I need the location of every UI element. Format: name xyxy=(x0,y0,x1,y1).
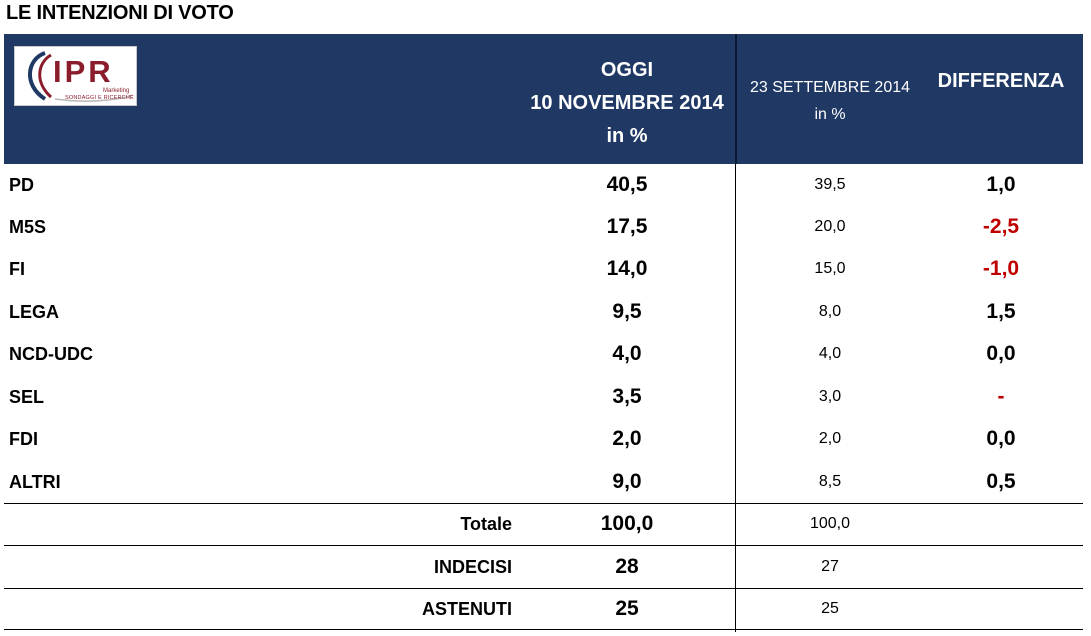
value-oggi: 9,0 xyxy=(612,470,642,493)
party-name: FDI xyxy=(9,429,38,449)
table-header xyxy=(4,34,1083,164)
party-name: SEL xyxy=(9,387,45,407)
row-divider xyxy=(4,629,1083,630)
row-divider xyxy=(4,545,1083,546)
party-name: M5S xyxy=(9,217,47,237)
value-settembre: 8,5 xyxy=(818,473,842,490)
summary-label: Totale xyxy=(460,514,512,534)
sett-header-line1: 23 SETTEMBRE 2014 xyxy=(749,79,911,96)
value-oggi: 4,0 xyxy=(612,342,642,365)
value-differenza: 1,5 xyxy=(986,300,1016,323)
table-row: NCD-UDC 4,0 4,0 0,0 xyxy=(0,333,1091,375)
summary-oggi: 100,0 xyxy=(600,512,654,535)
value-oggi: 40,5 xyxy=(606,173,648,196)
party-name: PD xyxy=(9,175,35,195)
party-name: NCD-UDC xyxy=(9,344,93,364)
page-title: LE INTENZIONI DI VOTO xyxy=(6,2,234,24)
summary-label: ASTENUTI xyxy=(422,599,512,619)
value-differenza: 0,0 xyxy=(986,342,1016,365)
row-divider xyxy=(4,503,1083,504)
value-oggi: 3,5 xyxy=(612,385,642,408)
row-divider xyxy=(4,588,1083,589)
value-settembre: 39,5 xyxy=(814,176,846,193)
value-differenza: 0,0 xyxy=(986,427,1016,450)
value-differenza: -2,5 xyxy=(982,215,1020,238)
column-header-settembre: 23 SETTEMBRE 2014 in % xyxy=(740,74,920,128)
summary-row: Totale 100,0 100,0 xyxy=(0,503,1091,545)
table-row: M5S 17,5 20,0 -2,5 xyxy=(0,206,1091,248)
logo-name: IPR xyxy=(53,54,114,89)
party-name: ALTRI xyxy=(9,472,61,492)
table-row: FDI 2,0 2,0 0,0 xyxy=(0,418,1091,460)
value-differenza: -1,0 xyxy=(982,257,1020,280)
oggi-header-line3: in % xyxy=(606,125,648,147)
ipr-logo: IPR Marketing SONDAGGI E RICERCHE xyxy=(14,46,137,106)
summary-row: ASTENUTI 25 25 xyxy=(0,588,1091,630)
summary-row: INDECISI 28 27 xyxy=(0,546,1091,588)
value-oggi: 17,5 xyxy=(606,215,648,238)
party-name: FI xyxy=(9,259,25,279)
summary-settembre: 25 xyxy=(821,600,839,617)
value-differenza: - xyxy=(997,385,1005,408)
summary-settembre: 27 xyxy=(821,558,839,575)
value-differenza: 0,5 xyxy=(986,470,1016,493)
sett-header-line2: in % xyxy=(814,106,846,123)
summary-oggi: 28 xyxy=(615,555,639,578)
table-row: FI 14,0 15,0 -1,0 xyxy=(0,248,1091,290)
column-divider xyxy=(735,164,736,632)
value-oggi: 14,0 xyxy=(606,257,648,280)
summary-label: INDECISI xyxy=(433,557,512,577)
oggi-header-line1: OGGI xyxy=(600,59,654,81)
header-divider xyxy=(735,34,737,164)
summary-settembre: 100,0 xyxy=(809,515,851,532)
value-oggi: 9,5 xyxy=(612,300,642,323)
table-row: PD 40,5 39,5 1,0 xyxy=(0,164,1091,206)
table-row: SEL 3,5 3,0 - xyxy=(0,376,1091,418)
value-settembre: 2,0 xyxy=(818,430,842,447)
table-row: LEGA 9,5 8,0 1,5 xyxy=(0,291,1091,333)
oggi-header-line2: 10 NOVEMBRE 2014 xyxy=(530,92,724,114)
party-name: LEGA xyxy=(9,302,60,322)
logo-line1: Marketing xyxy=(103,88,130,94)
value-oggi: 2,0 xyxy=(612,427,642,450)
value-differenza: 1,0 xyxy=(986,173,1016,196)
summary-oggi: 25 xyxy=(615,597,639,620)
value-settembre: 4,0 xyxy=(818,345,842,362)
value-settembre: 3,0 xyxy=(818,388,842,405)
column-header-oggi: OGGI 10 NOVEMBRE 2014 in % xyxy=(522,54,732,153)
value-settembre: 20,0 xyxy=(814,218,846,235)
value-settembre: 8,0 xyxy=(818,303,842,320)
table-row: ALTRI 9,0 8,5 0,5 xyxy=(0,461,1091,503)
value-settembre: 15,0 xyxy=(814,260,846,277)
logo-line2: SONDAGGI E RICERCHE xyxy=(65,95,134,101)
logo-swoosh-icon xyxy=(28,51,134,102)
column-header-differenza: DIFFERENZA xyxy=(937,70,1065,92)
